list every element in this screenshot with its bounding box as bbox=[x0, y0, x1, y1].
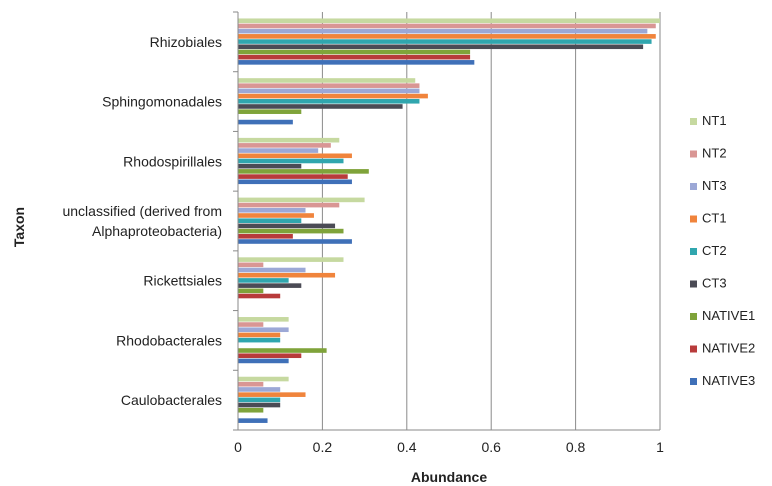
legend-swatch-nt2 bbox=[690, 150, 697, 158]
bar-native1 bbox=[238, 169, 369, 174]
x-tick-label: 0.2 bbox=[313, 439, 333, 455]
bar-native3 bbox=[238, 60, 475, 65]
bar-ct3 bbox=[238, 44, 644, 50]
bar-native2 bbox=[238, 353, 302, 359]
bar-ct3 bbox=[238, 163, 302, 169]
bar-native1 bbox=[238, 348, 327, 353]
legend-swatch-nt3 bbox=[690, 183, 697, 190]
x-tick-labels: 0 0.2 0.4 0.6 0.8 1 bbox=[234, 439, 664, 455]
bar-native2 bbox=[238, 234, 293, 239]
bar-nt2 bbox=[238, 322, 264, 327]
bar-native3 bbox=[238, 179, 352, 185]
bar-nt3 bbox=[238, 267, 306, 273]
axes bbox=[233, 11, 660, 431]
legend-label-nt1: NT1 bbox=[702, 113, 727, 128]
legend-label-ct2: CT2 bbox=[702, 243, 727, 258]
bar-nt2 bbox=[238, 202, 340, 208]
bar-native1 bbox=[238, 228, 344, 234]
legend-label-native3: NATIVE3 bbox=[702, 373, 755, 388]
x-tick-label: 0.6 bbox=[481, 439, 501, 455]
bar-ct1 bbox=[238, 332, 281, 338]
bar-ct3 bbox=[238, 283, 302, 288]
category-label: Rickettsiales bbox=[143, 273, 222, 289]
bar-ct3 bbox=[238, 223, 336, 229]
category-label: unclassified (derived from bbox=[62, 203, 222, 219]
bar-ct2 bbox=[238, 278, 289, 283]
legend-label-ct1: CT1 bbox=[702, 211, 727, 226]
bar-native3 bbox=[238, 418, 268, 423]
bar-ct1 bbox=[238, 392, 306, 397]
bar-native3 bbox=[238, 358, 289, 364]
bar-native2 bbox=[238, 174, 348, 179]
legend: NT1 NT2 NT3 CT1 CT2 CT3 NATIVE1 NATIVE2 NATIVE3 bbox=[690, 113, 755, 388]
bar-native2 bbox=[238, 54, 471, 60]
category-label: Alphaproteobacteria) bbox=[92, 223, 222, 239]
bar-ct2 bbox=[238, 397, 281, 403]
category-label: Caulobacterales bbox=[121, 392, 222, 408]
bar-nt1 bbox=[238, 18, 660, 24]
bar-ct1 bbox=[238, 272, 336, 278]
bar-ct1 bbox=[238, 153, 352, 159]
legend-label-ct3: CT3 bbox=[702, 276, 727, 291]
bar-nt1 bbox=[238, 376, 289, 382]
bar-native3 bbox=[238, 239, 352, 244]
category-label: Sphingomonadales bbox=[102, 94, 222, 110]
bar-ct2 bbox=[238, 218, 302, 223]
bar-series-group bbox=[238, 18, 660, 423]
bar-nt1 bbox=[238, 137, 340, 143]
legend-swatch-ct3 bbox=[690, 280, 697, 288]
bar-ct3 bbox=[238, 402, 281, 408]
bar-ct3 bbox=[238, 104, 403, 109]
category-label: Rhizobiales bbox=[150, 34, 222, 50]
bar-nt3 bbox=[238, 148, 319, 153]
legend-swatch-nt1 bbox=[690, 118, 697, 125]
bar-nt1 bbox=[238, 78, 416, 83]
bar-ct1 bbox=[238, 213, 314, 218]
bar-native3 bbox=[238, 119, 293, 125]
bar-ct2 bbox=[238, 98, 420, 104]
x-tick-label: 0 bbox=[234, 439, 242, 455]
bar-ct1 bbox=[238, 34, 656, 39]
x-tick-label: 0.8 bbox=[566, 439, 586, 455]
bar-nt2 bbox=[238, 83, 420, 88]
bar-ct2 bbox=[238, 337, 281, 343]
category-labels: Rhizobiales Sphingomonadales Rhodospirilla… bbox=[62, 34, 222, 408]
bar-ct2 bbox=[238, 158, 344, 164]
bar-native2 bbox=[238, 293, 281, 299]
bar-native1 bbox=[238, 288, 264, 294]
bar-nt3 bbox=[238, 28, 648, 34]
bar-nt2 bbox=[238, 23, 656, 29]
bar-nt1 bbox=[238, 317, 289, 322]
bar-nt1 bbox=[238, 197, 365, 203]
legend-swatch-native3 bbox=[690, 378, 697, 385]
y-axis-title: Taxon bbox=[11, 207, 27, 247]
bar-native1 bbox=[238, 109, 302, 114]
x-tick-label: 1 bbox=[656, 439, 664, 455]
category-label: Rhodobacterales bbox=[116, 332, 222, 348]
bar-nt2 bbox=[238, 143, 331, 148]
bar-nt3 bbox=[238, 387, 281, 392]
x-tick-label: 0.4 bbox=[397, 439, 417, 455]
legend-label-nt2: NT2 bbox=[702, 146, 727, 161]
bar-native1 bbox=[238, 49, 471, 55]
legend-swatch-native2 bbox=[690, 345, 697, 353]
bar-ct2 bbox=[238, 39, 652, 44]
bar-nt3 bbox=[238, 208, 306, 213]
bar-nt3 bbox=[238, 327, 289, 333]
legend-label-native2: NATIVE2 bbox=[702, 341, 755, 356]
legend-label-nt3: NT3 bbox=[702, 178, 727, 193]
category-label: Rhodospirillales bbox=[123, 153, 222, 169]
bar-ct1 bbox=[238, 93, 428, 99]
legend-swatch-native1 bbox=[690, 313, 697, 320]
bar-native1 bbox=[238, 407, 264, 413]
bar-nt3 bbox=[238, 88, 420, 94]
legend-swatch-ct2 bbox=[690, 248, 697, 255]
bar-nt2 bbox=[238, 381, 264, 387]
legend-swatch-ct1 bbox=[690, 215, 697, 223]
legend-label-native1: NATIVE1 bbox=[702, 308, 755, 323]
bar-nt1 bbox=[238, 257, 344, 262]
x-axis-title: Abundance bbox=[411, 469, 487, 485]
bar-nt2 bbox=[238, 262, 264, 268]
